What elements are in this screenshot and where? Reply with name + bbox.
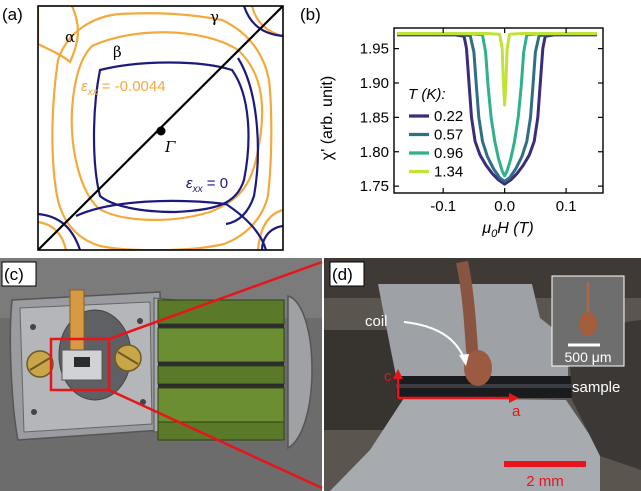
panel-label-b: (b) [300,5,321,24]
coil-label: coil [365,313,388,330]
strained-contours [38,6,283,250]
panel-b: (b) -0.1 0.0 0.1 1.75 1.80 1.85 1.90 1.95 χ' (a… [300,5,604,240]
series-line-0.57 [397,32,597,183]
panel-d: 500 μm coil sample c a 2 mm (d) [324,258,641,491]
y-axis-label: χ' (arb. unit) [319,76,336,160]
sample-label: sample [572,379,620,396]
zoom-line-top [108,260,323,341]
cell-end-cap [287,295,313,450]
panel-label-d: (d) [332,265,353,284]
navy-corner-top-right [242,6,283,38]
series-line-0.22 [397,33,597,186]
scale-bar [504,461,586,467]
y-tick-label: 1.75 [360,178,389,195]
legend-title: T (K): [408,86,446,103]
sample-bar [69,289,85,353]
strained-label: εxx = -0.0044 [81,78,166,98]
series-line-1.34 [397,32,597,107]
zoom-region-box [49,337,111,392]
x-tick-label: -0.1 [430,198,456,215]
orange-corner-bottom-left [38,220,68,250]
panel-label-a: (a) [2,5,23,24]
legend-label-0.96: 0.96 [434,145,463,162]
x-axis-label: μ0H (T) [481,220,533,240]
y-tick-label: 1.90 [360,75,389,92]
legend: 0.22 0.570.96 1.34 [409,108,463,181]
orange-gamma-contour [51,12,273,250]
legend-label-0.57: 0.57 [434,127,463,144]
gamma-point-dot [156,126,166,136]
piezo-stack [157,299,285,441]
c-axis-label: c [384,368,392,385]
brillouin-zone-frame [37,5,284,251]
inset-scale-label: 500 μm [565,349,612,365]
alpha-label: α [65,28,75,46]
unstrained-contours [38,6,283,250]
a-axis-label: a [512,403,521,420]
panel-a: (a) [2,5,284,251]
y-tick-label: 1.95 [360,41,389,58]
orange-beta-contour [70,31,264,221]
y-tick-label: 1.80 [360,144,389,161]
x-tick-label: 0.1 [556,198,577,215]
navy-beta-contour [92,61,250,214]
coil [464,350,492,386]
orange-alpha-contour [38,6,79,64]
unstrained-label: εxx = 0 [186,175,228,195]
series-line-0.96 [397,32,597,178]
panel-c: (c) [0,258,323,491]
beta-label: β [113,43,122,61]
navy-gamma-contour [75,199,268,250]
x-tick-label: 0.0 [494,198,515,215]
coil-pointer-arrow [403,321,465,359]
gamma-band-label: γ [210,8,219,26]
plot-frame [393,27,604,194]
orange-corner-bottom-right [256,208,283,250]
gamma-point-label: Γ [164,138,176,156]
legend-label-0.22: 0.22 [434,108,463,125]
lower-plate [330,398,600,491]
y-tick-label: 1.85 [360,109,389,126]
navy-corner-bottom-right [260,224,283,250]
zoom-line-bottom [108,388,323,490]
legend-label-1.34: 1.34 [434,164,463,181]
navy-gamma-contour-2 [225,57,259,226]
panel-label-c: (c) [4,265,24,284]
susceptibility-chart: -0.1 0.0 0.1 1.75 1.80 1.85 1.90 1.95 [360,27,604,215]
scale-label: 2 mm [526,473,564,490]
